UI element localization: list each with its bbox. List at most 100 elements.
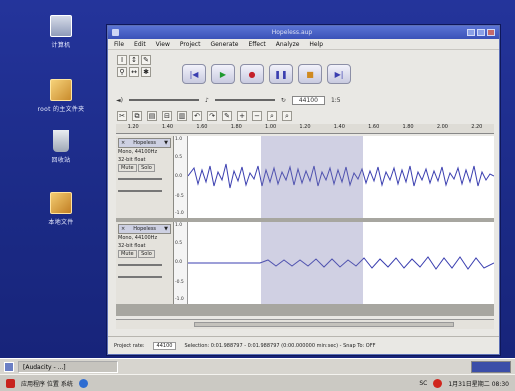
menu-bar: File Edit View Project Generate Effect A… xyxy=(108,39,499,50)
track-close-icon[interactable]: × xyxy=(121,226,126,232)
play-button[interactable]: ▶ xyxy=(211,64,235,84)
play-icon: ▶ xyxy=(219,69,227,79)
selection-region[interactable] xyxy=(261,136,363,218)
desktop-icon-home[interactable]: root 的主文件夹 xyxy=(31,79,91,113)
track-format: Mono, 44100Hz xyxy=(118,235,158,241)
skip-start-button[interactable]: |◀ xyxy=(182,64,206,84)
input-volume-slider[interactable] xyxy=(214,99,275,101)
mute-button[interactable]: Mute xyxy=(118,250,137,258)
scale-tick: -1.0 xyxy=(175,297,184,302)
computer-icon xyxy=(50,15,72,37)
waveform-area[interactable] xyxy=(187,136,495,218)
menu-effect[interactable]: Effect xyxy=(248,40,266,48)
panel-menus[interactable]: 应用程序 位置 系统 xyxy=(21,380,73,388)
menu-view[interactable]: View xyxy=(155,40,170,48)
skip-start-icon: |◀ xyxy=(189,69,199,79)
folder-icon xyxy=(50,192,72,214)
gain-slider[interactable] xyxy=(118,264,162,266)
pan-slider[interactable] xyxy=(118,276,162,278)
mute-button[interactable]: Mute xyxy=(118,164,137,172)
menu-help[interactable]: Help xyxy=(309,40,324,48)
draw-tool-icon[interactable]: ✎ xyxy=(141,55,151,65)
desktop-icon-label: 本地文件 xyxy=(48,219,74,226)
show-desktop-icon[interactable] xyxy=(4,361,14,372)
timeshift-tool-icon[interactable]: ↔ xyxy=(129,67,139,77)
pause-button[interactable]: ❚❚ xyxy=(269,64,293,84)
track-dropdown-icon[interactable]: ▼ xyxy=(164,140,168,146)
clock[interactable]: 1月31日星期二 08:30 xyxy=(448,380,509,388)
audacity-window: Hopeless.aup File Edit View Project Gene… xyxy=(107,25,500,355)
track-close-icon[interactable]: × xyxy=(121,140,126,146)
horizontal-scrollbar[interactable] xyxy=(116,319,494,329)
app-menu-icon[interactable] xyxy=(112,29,119,36)
multi-tool-icon[interactable]: ✱ xyxy=(141,67,151,77)
loop-icon: ↻ xyxy=(280,96,286,104)
timeline-ruler[interactable]: 1.20 1.40 1.60 1.80 1.00 1.20 1.40 1.60 … xyxy=(116,124,494,134)
audio-track[interactable]: × Hopeless ▼ Mono, 44100Hz 32-bit float Mu… xyxy=(116,136,495,218)
rate-select[interactable]: 44100 xyxy=(291,95,325,105)
audio-track[interactable]: × Hopeless ▼ Mono, 44100Hz 32-bit float Mu… xyxy=(116,222,495,304)
redo-icon[interactable]: ↷ xyxy=(207,111,217,121)
scrollbar-thumb[interactable] xyxy=(194,322,454,327)
record-button[interactable]: ● xyxy=(240,64,264,84)
sync-lock-icon[interactable]: ✎ xyxy=(222,111,232,121)
silence-icon[interactable]: ▥ xyxy=(177,111,187,121)
desktop-icon-trash[interactable]: 回收站 xyxy=(31,130,91,164)
close-button[interactable] xyxy=(487,29,495,36)
scale-tick: 1.0 xyxy=(175,137,183,142)
output-volume-slider[interactable] xyxy=(128,99,199,101)
maximize-button[interactable] xyxy=(477,29,485,36)
undo-icon[interactable]: ↶ xyxy=(192,111,202,121)
waveform-area[interactable] xyxy=(188,222,495,304)
solo-button[interactable]: Solo xyxy=(138,164,155,172)
project-rate-label: Project rate: xyxy=(114,342,145,349)
stop-button[interactable]: ■ xyxy=(298,64,322,84)
scale-tick: 0.5 xyxy=(175,155,183,160)
scale-tick: 1.0 xyxy=(175,223,183,228)
copy-icon[interactable]: ⧉ xyxy=(132,111,142,121)
zoom-tool-icon[interactable]: ⚲ xyxy=(117,67,127,77)
home-folder-icon xyxy=(50,79,72,101)
project-rate-select[interactable]: 44100 xyxy=(152,341,177,350)
desktop-icon-folder[interactable]: 本地文件 xyxy=(31,192,91,226)
fit-project-icon[interactable]: ⌕ xyxy=(282,111,292,121)
scale-tick: -1.0 xyxy=(175,211,184,216)
zoom-out-icon[interactable]: − xyxy=(252,111,262,121)
desktop-icon-computer[interactable]: 计算机 xyxy=(31,15,91,49)
pan-slider[interactable] xyxy=(118,190,162,192)
minimize-button[interactable] xyxy=(467,29,475,36)
network-status-icon[interactable] xyxy=(433,378,443,388)
workspace-switcher[interactable] xyxy=(471,360,511,373)
scale-tick: -0.5 xyxy=(175,194,184,199)
mic-icon: ♪ xyxy=(204,96,209,104)
taskbar-item-audacity[interactable]: [Audacity - ...] xyxy=(18,360,118,373)
cut-icon[interactable]: ✂ xyxy=(117,111,127,121)
menu-generate[interactable]: Generate xyxy=(210,40,239,48)
browser-icon[interactable] xyxy=(78,378,88,388)
status-bar: Project rate: 44100 Selection: 0:01.9887… xyxy=(108,336,499,354)
track-dropdown-icon[interactable]: ▼ xyxy=(164,226,168,232)
menu-analyze[interactable]: Analyze xyxy=(275,40,300,48)
fit-selection-icon[interactable]: ⌕ xyxy=(267,111,277,121)
paste-icon[interactable]: ▤ xyxy=(147,111,157,121)
start-menu-icon[interactable] xyxy=(6,378,15,388)
track-name-button[interactable]: × Hopeless ▼ xyxy=(118,138,171,148)
tools-toolbar: I ↕ ✎ ⚲ ↔ ✱ xyxy=(116,54,176,78)
pause-icon: ❚❚ xyxy=(274,69,288,79)
gain-slider[interactable] xyxy=(118,178,162,180)
track-name: Hopeless xyxy=(133,140,157,146)
input-method-indicator[interactable]: SC xyxy=(419,379,428,387)
envelope-tool-icon[interactable]: ↕ xyxy=(129,55,139,65)
menu-project[interactable]: Project xyxy=(179,40,201,48)
zoom-in-icon[interactable]: + xyxy=(237,111,247,121)
skip-end-button[interactable]: ▶| xyxy=(327,64,351,84)
trim-icon[interactable]: ⊟ xyxy=(162,111,172,121)
menu-file[interactable]: File xyxy=(114,40,125,48)
menu-edit[interactable]: Edit xyxy=(134,40,146,48)
window-titlebar[interactable]: Hopeless.aup xyxy=(108,26,499,39)
solo-button[interactable]: Solo xyxy=(138,250,155,258)
selection-region[interactable] xyxy=(261,222,363,304)
track-name-button[interactable]: × Hopeless ▼ xyxy=(118,224,171,234)
taskbar: [Audacity - ...] xyxy=(0,358,515,374)
selection-tool-icon[interactable]: I xyxy=(117,55,127,65)
